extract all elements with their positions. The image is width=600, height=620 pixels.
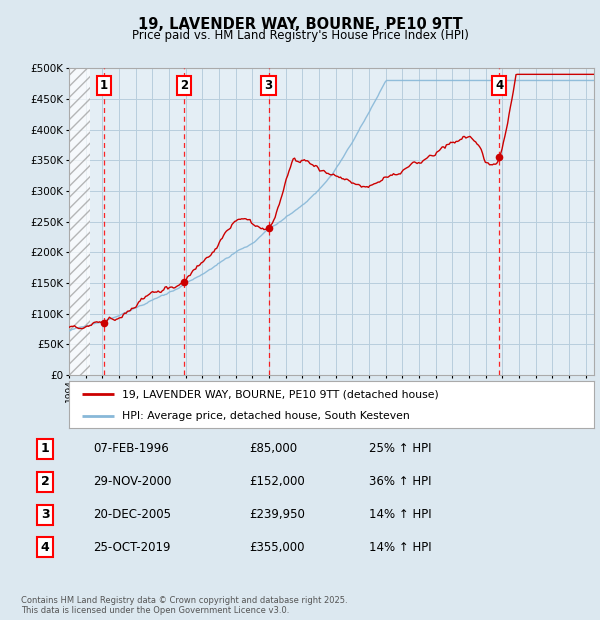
Text: 07-FEB-1996: 07-FEB-1996 (93, 443, 169, 455)
Text: 36% ↑ HPI: 36% ↑ HPI (369, 476, 431, 488)
Text: 20-DEC-2005: 20-DEC-2005 (93, 508, 171, 521)
Text: £355,000: £355,000 (249, 541, 305, 554)
Text: 19, LAVENDER WAY, BOURNE, PE10 9TT: 19, LAVENDER WAY, BOURNE, PE10 9TT (137, 17, 463, 32)
Bar (69, 68, 90, 375)
Text: £152,000: £152,000 (249, 476, 305, 488)
Text: 2: 2 (41, 476, 49, 488)
Text: 3: 3 (265, 79, 272, 92)
Text: 25-OCT-2019: 25-OCT-2019 (93, 541, 170, 554)
Text: 25% ↑ HPI: 25% ↑ HPI (369, 443, 431, 455)
Text: 1: 1 (41, 443, 49, 455)
Text: 4: 4 (41, 541, 49, 554)
Text: 2: 2 (180, 79, 188, 92)
Text: £85,000: £85,000 (249, 443, 297, 455)
Text: HPI: Average price, detached house, South Kesteven: HPI: Average price, detached house, Sout… (121, 411, 409, 421)
Text: 14% ↑ HPI: 14% ↑ HPI (369, 508, 431, 521)
Text: 4: 4 (495, 79, 503, 92)
Text: £239,950: £239,950 (249, 508, 305, 521)
Text: 29-NOV-2000: 29-NOV-2000 (93, 476, 172, 488)
Text: Contains HM Land Registry data © Crown copyright and database right 2025.
This d: Contains HM Land Registry data © Crown c… (21, 596, 347, 615)
Text: 14% ↑ HPI: 14% ↑ HPI (369, 541, 431, 554)
Text: Price paid vs. HM Land Registry's House Price Index (HPI): Price paid vs. HM Land Registry's House … (131, 30, 469, 42)
Text: 3: 3 (41, 508, 49, 521)
Text: 1: 1 (100, 79, 108, 92)
Text: 19, LAVENDER WAY, BOURNE, PE10 9TT (detached house): 19, LAVENDER WAY, BOURNE, PE10 9TT (deta… (121, 389, 438, 399)
